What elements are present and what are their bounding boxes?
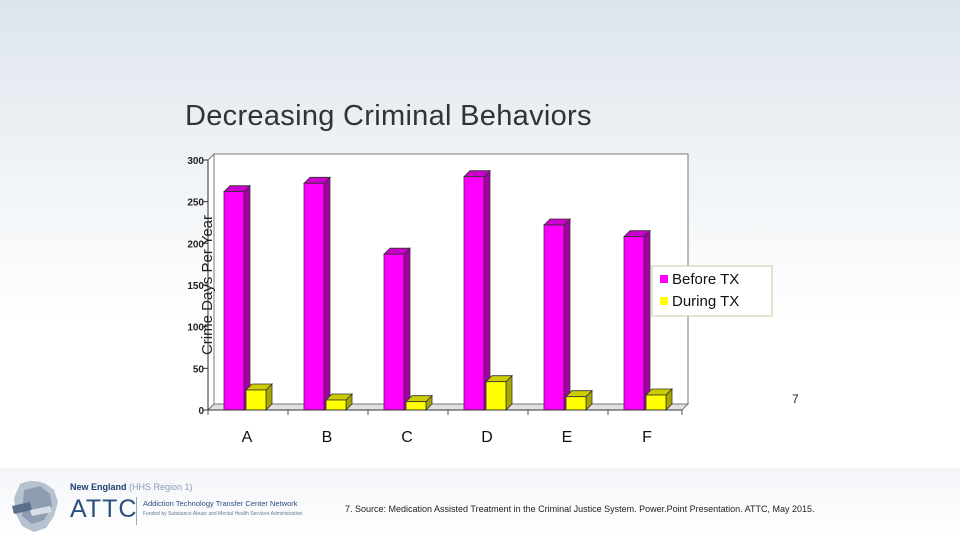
logo-tagline: Addiction Technology Transfer Center Net… <box>143 499 298 508</box>
bar-side-B-0 <box>323 176 331 411</box>
bar-E-during <box>565 396 587 411</box>
attc-logo <box>10 476 330 536</box>
x-tick-label: C <box>401 429 413 446</box>
legend-label-0: Before TX <box>672 271 739 288</box>
y-axis-label: Crime Days Per Year <box>199 215 216 355</box>
y-tick-label: 0 <box>198 406 204 417</box>
bar-A-during <box>245 389 267 411</box>
bar-D-during <box>485 381 507 411</box>
source-citation: 7. Source: Medication Assisted Treatment… <box>345 504 815 514</box>
bar-side-F-0 <box>643 229 651 411</box>
page-number: 7 <box>792 392 799 406</box>
y-tick-label: 200 <box>187 239 204 250</box>
bar-side-A-0 <box>243 184 251 411</box>
bar-C-during <box>405 401 427 411</box>
x-tick-label: F <box>642 429 652 446</box>
bar-side-C-0 <box>403 247 411 411</box>
logo-name: ATTC <box>70 495 138 523</box>
y-tick-label: 300 <box>187 156 204 167</box>
bar-side-E-0 <box>563 218 571 411</box>
bar-chart: 0 50 100 150 200 250 300 Crime Days Per Year A B C… <box>187 152 773 446</box>
x-tick-label: D <box>481 429 493 446</box>
y-tick-label: 250 <box>187 198 204 209</box>
y-tick-label: 50 <box>193 364 205 375</box>
legend-swatch-1 <box>660 297 668 305</box>
bar-B-before <box>303 182 325 411</box>
floor <box>206 403 690 411</box>
bar-C-before <box>383 253 405 411</box>
new-england-map-icon <box>12 481 58 532</box>
bar-B-during <box>325 399 347 411</box>
bar-E-before <box>543 224 565 411</box>
legend-swatch-0 <box>660 275 668 283</box>
legend-box <box>651 265 773 317</box>
bar-D-before <box>463 176 485 411</box>
x-tick-label: B <box>322 429 333 446</box>
x-tick-label: A <box>242 429 253 446</box>
bar-side-D-0 <box>483 169 491 411</box>
x-tick-label: E <box>562 429 573 446</box>
logo-region: New England (HHS Region 1) <box>70 482 193 492</box>
bar-A-before <box>223 191 245 411</box>
y-tick-label: 150 <box>187 281 204 292</box>
bar-F-before <box>623 236 645 411</box>
legend-label-1: During TX <box>672 293 739 310</box>
back-wall <box>213 153 689 405</box>
footer-bar <box>0 468 960 540</box>
logo-funding: Funded by Substance Abuse and Mental Hea… <box>143 511 303 517</box>
y-tick-label: 100 <box>187 323 204 334</box>
bar-F-during <box>645 394 667 411</box>
slide-title: Decreasing Criminal Behaviors <box>185 100 592 132</box>
logo-divider <box>136 497 137 525</box>
